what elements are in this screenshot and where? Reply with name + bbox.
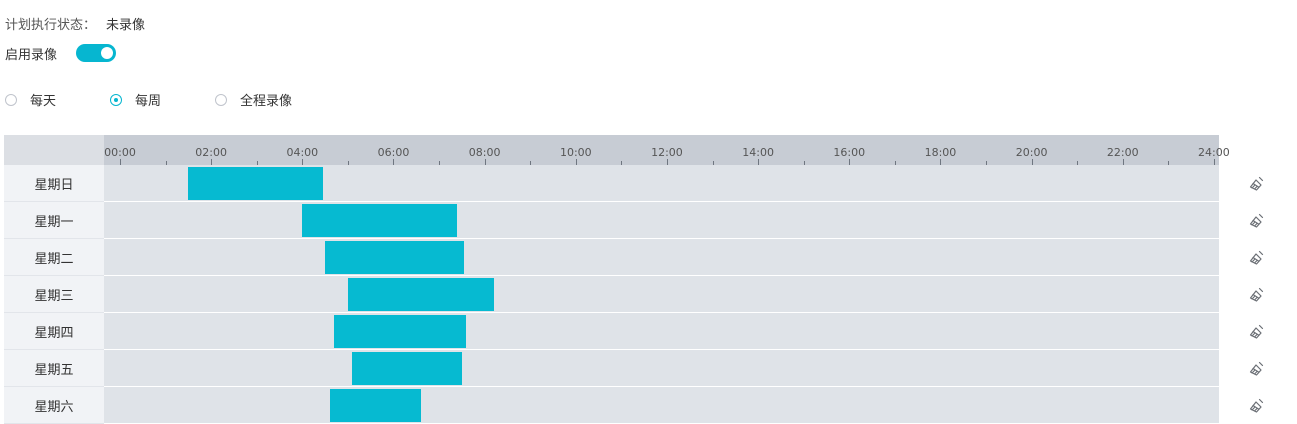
time-tick xyxy=(758,159,760,165)
day-row: 星期五 xyxy=(4,350,1297,387)
time-tick xyxy=(302,159,304,165)
enable-recording-label: 启用录像 xyxy=(5,47,58,63)
time-tick-label: 22:00 xyxy=(1106,146,1139,159)
time-tick-label: 24:00 xyxy=(1198,146,1230,159)
day-row: 星期一 xyxy=(4,202,1297,239)
time-tick xyxy=(1031,159,1033,165)
time-tick xyxy=(940,159,942,165)
recording-time-block[interactable] xyxy=(302,204,458,237)
time-tick-label: 18:00 xyxy=(924,146,957,159)
time-tick xyxy=(256,161,258,165)
recording-time-block[interactable] xyxy=(352,352,462,385)
time-tick xyxy=(666,159,668,165)
mode-weekly-option[interactable]: 每周 xyxy=(110,90,161,109)
enable-recording-toggle[interactable] xyxy=(76,44,117,62)
time-tick xyxy=(211,159,213,165)
broom-icon[interactable] xyxy=(1247,211,1267,231)
day-timeline-track[interactable] xyxy=(104,239,1219,276)
time-tick-label: 08:00 xyxy=(468,146,501,159)
time-tick xyxy=(849,159,851,165)
mode-fulltime-radio[interactable] xyxy=(215,93,227,106)
time-tick xyxy=(575,159,577,165)
time-tick xyxy=(530,161,532,165)
day-timeline-track[interactable] xyxy=(104,313,1219,350)
day-timeline-track[interactable] xyxy=(104,202,1219,239)
plan-status-value: 未录像 xyxy=(106,18,146,33)
recording-time-block[interactable] xyxy=(329,389,421,422)
mode-weekly-radio[interactable] xyxy=(110,93,122,106)
mode-weekly-label: 每周 xyxy=(135,94,162,109)
day-row: 星期三 xyxy=(4,276,1297,313)
time-tick xyxy=(165,161,167,165)
mode-daily-label: 每天 xyxy=(30,94,57,109)
broom-icon[interactable] xyxy=(1247,285,1267,305)
time-tick xyxy=(1077,161,1079,165)
weekly-schedule-grid: 00:00 02:00 04:00 06:00 08:00 10:00 12:00 14:00… xyxy=(4,135,1297,424)
day-label: 星期三 xyxy=(4,276,104,313)
time-tick-label: 14:00 xyxy=(742,146,774,159)
day-label: 星期五 xyxy=(4,350,104,387)
broom-icon[interactable] xyxy=(1247,322,1267,342)
day-row: 星期日 xyxy=(4,165,1297,202)
day-label: 星期日 xyxy=(4,165,104,202)
time-tick-label: 10:00 xyxy=(559,146,592,159)
schedule-corner xyxy=(4,135,104,165)
time-tick-label: 06:00 xyxy=(377,146,410,159)
day-label: 星期六 xyxy=(4,387,104,424)
enable-recording-row: 启用录像 xyxy=(5,44,117,63)
day-label: 星期四 xyxy=(4,313,104,350)
time-tick xyxy=(803,161,805,165)
day-timeline-track[interactable] xyxy=(104,350,1219,387)
day-row: 星期四 xyxy=(4,313,1297,350)
recording-time-block[interactable] xyxy=(334,315,467,348)
day-timeline-track[interactable] xyxy=(104,387,1219,424)
day-label: 星期一 xyxy=(4,202,104,239)
mode-daily-option[interactable]: 每天 xyxy=(5,90,56,109)
time-tick xyxy=(1213,159,1215,165)
broom-icon[interactable] xyxy=(1247,359,1267,379)
mode-fulltime-label: 全程录像 xyxy=(240,94,293,109)
time-tick xyxy=(621,161,623,165)
plan-status-label: 计划执行状态： xyxy=(5,18,97,33)
recording-time-block[interactable] xyxy=(188,167,323,200)
day-label: 星期二 xyxy=(4,239,104,276)
broom-icon[interactable] xyxy=(1247,174,1267,194)
time-tick xyxy=(712,161,714,165)
time-tick xyxy=(986,161,988,165)
time-tick xyxy=(393,159,395,165)
mode-fulltime-option[interactable]: 全程录像 xyxy=(215,90,292,109)
broom-icon[interactable] xyxy=(1247,248,1267,268)
recording-time-block[interactable] xyxy=(347,278,494,311)
time-tick-label: 04:00 xyxy=(286,146,319,159)
time-tick-label: 20:00 xyxy=(1015,146,1048,159)
time-tick xyxy=(1168,161,1170,165)
time-tick xyxy=(347,161,349,165)
time-tick xyxy=(120,159,121,165)
time-tick xyxy=(1122,159,1124,165)
broom-icon[interactable] xyxy=(1247,396,1267,416)
time-tick-label: 12:00 xyxy=(651,146,683,159)
toggle-knob xyxy=(101,47,114,59)
time-tick xyxy=(484,159,486,165)
recording-time-block[interactable] xyxy=(325,241,465,274)
day-timeline-track[interactable] xyxy=(104,165,1219,202)
time-tick-label: 16:00 xyxy=(833,146,866,159)
plan-status: 计划执行状态： 未录像 xyxy=(5,14,145,33)
time-ruler: 00:00 02:00 04:00 06:00 08:00 10:00 12:00 14:00… xyxy=(104,135,1230,165)
day-row: 星期六 xyxy=(4,387,1297,424)
time-tick-label: 02:00 xyxy=(195,146,228,159)
day-row: 星期二 xyxy=(4,239,1297,276)
mode-daily-radio[interactable] xyxy=(5,93,17,106)
time-tick xyxy=(439,161,441,165)
time-tick-label: 00:00 xyxy=(104,146,136,159)
day-timeline-track[interactable] xyxy=(104,276,1219,313)
time-tick xyxy=(894,161,896,165)
